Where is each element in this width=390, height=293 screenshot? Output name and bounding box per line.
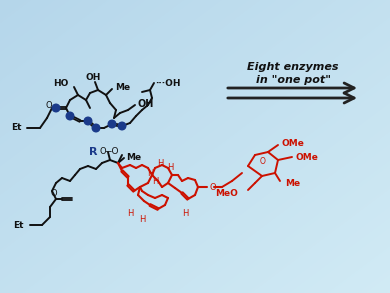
Text: Me: Me <box>115 83 130 91</box>
Text: in "one pot": in "one pot" <box>255 75 330 85</box>
Circle shape <box>108 120 116 128</box>
Circle shape <box>92 124 100 132</box>
Circle shape <box>118 122 126 130</box>
Text: H: H <box>182 209 188 217</box>
Text: O: O <box>260 158 266 166</box>
Text: H: H <box>157 159 163 168</box>
Text: H: H <box>147 168 153 178</box>
Text: O: O <box>46 100 52 110</box>
Text: OH: OH <box>85 74 101 83</box>
Circle shape <box>84 117 92 125</box>
Text: −O: −O <box>104 147 119 156</box>
Text: MeO: MeO <box>215 188 238 197</box>
Circle shape <box>52 104 60 112</box>
Circle shape <box>66 112 74 120</box>
Text: Et: Et <box>11 124 22 132</box>
Text: H: H <box>167 163 173 171</box>
Text: Me: Me <box>285 178 300 188</box>
Text: O: O <box>210 183 216 193</box>
Text: H: H <box>139 214 145 224</box>
Text: HO: HO <box>53 79 68 88</box>
Text: Eight enzymes: Eight enzymes <box>247 62 339 72</box>
Text: Me: Me <box>126 152 141 161</box>
Text: R: R <box>89 147 97 157</box>
Text: ···OH: ···OH <box>155 79 181 88</box>
Text: OMe: OMe <box>281 139 304 147</box>
Text: Et: Et <box>14 221 24 229</box>
Text: O: O <box>51 190 57 198</box>
Text: H: H <box>152 176 158 185</box>
Text: OH: OH <box>138 99 154 109</box>
Text: O: O <box>100 147 106 156</box>
Text: OMe: OMe <box>295 152 318 161</box>
Text: H: H <box>127 209 133 217</box>
